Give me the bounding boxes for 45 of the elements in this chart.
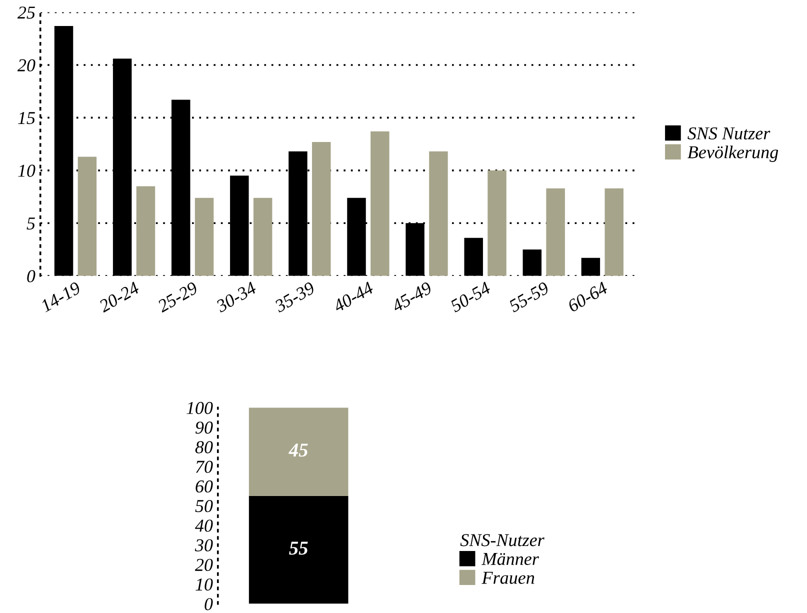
bar — [54, 26, 74, 276]
x-tick-label: 45-49 — [390, 281, 433, 313]
data-label: 55 — [289, 542, 308, 555]
y-tick-label: 25 — [17, 6, 35, 19]
data-label: 45 — [288, 444, 308, 457]
bar — [522, 249, 542, 276]
x-tick-label: 35-39 — [273, 281, 316, 313]
x-tick-label: 55-59 — [508, 281, 550, 313]
bar — [464, 238, 483, 276]
y-tick-label: 0 — [27, 270, 36, 282]
bar — [370, 131, 390, 276]
y-tick-label: 40 — [195, 520, 213, 532]
y-tick-label: 10 — [18, 164, 36, 177]
bar — [312, 142, 331, 276]
bar — [429, 151, 448, 276]
bar — [488, 170, 506, 276]
bar — [604, 188, 624, 276]
y-tick-label: 90 — [196, 422, 213, 434]
bar — [581, 258, 600, 276]
bar — [546, 188, 565, 276]
y-tick-label: 10 — [196, 578, 213, 591]
y-tick-label: 0 — [204, 598, 213, 610]
y-tick-label: 20 — [194, 558, 213, 572]
bar — [194, 198, 214, 276]
legend-label: Bevölkerung — [688, 146, 778, 162]
y-tick-label: 30 — [194, 539, 213, 552]
legend-title: SNS-Nutzer — [460, 534, 544, 546]
y-tick-label: 15 — [18, 112, 35, 124]
x-tick-label: 40-44 — [332, 281, 374, 313]
y-tick-label: 70 — [196, 460, 213, 473]
x-tick-label: 25-29 — [156, 281, 199, 313]
bar — [253, 198, 272, 276]
y-tick-label: 50 — [195, 500, 213, 512]
legend-label: Männer — [482, 553, 539, 566]
legend-label: Frauen — [482, 572, 534, 584]
y-tick-label: 100 — [186, 402, 213, 414]
y-tick-label: 60 — [196, 480, 213, 493]
y-tick-label: 5 — [26, 218, 35, 230]
bar — [136, 186, 156, 276]
x-tick-label: 14-19 — [40, 281, 82, 312]
y-tick-label: 20 — [17, 59, 36, 72]
x-tick-label: 60-64 — [566, 281, 608, 312]
bar — [78, 156, 97, 276]
legend-label: SNS Nutzer — [688, 127, 770, 140]
y-tick-label: 80 — [195, 441, 213, 454]
